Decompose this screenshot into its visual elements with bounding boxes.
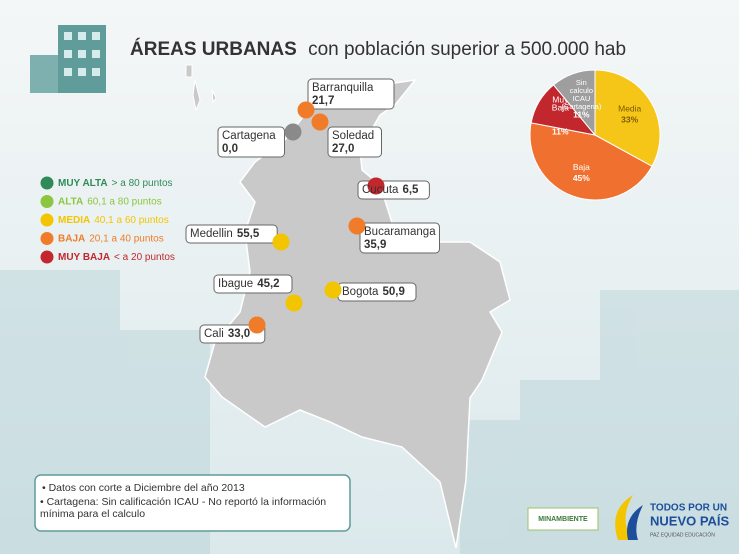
city-name: Cucuta xyxy=(362,184,399,196)
pie-value-label: 11% xyxy=(573,109,590,119)
legend-range: 60,1 a 80 puntos xyxy=(87,196,162,207)
city-point xyxy=(285,294,303,312)
city-label: Ibague 45,2 xyxy=(218,278,280,290)
pie-value-label: 33% xyxy=(621,115,638,125)
legend-range: 20,1 a 40 puntos xyxy=(89,233,164,244)
city-name: Bogota xyxy=(342,286,379,298)
notes-box xyxy=(34,474,351,532)
city-value: 0,0 xyxy=(222,143,238,155)
pie-label: Sin calculo ICAU (Cartagena) xyxy=(561,78,602,111)
title-rest: con población superior a 500.000 hab xyxy=(308,39,626,60)
legend-label: ALTA xyxy=(58,196,83,207)
legend-entry: ALTA 60,1 a 80 puntos xyxy=(58,196,162,207)
pie-value-label: 11% xyxy=(552,127,569,137)
pie-label-line: (Cartagena) xyxy=(561,102,602,111)
city-name: Soledad xyxy=(332,130,374,142)
city-label-box xyxy=(217,126,285,158)
legend-swatch xyxy=(40,176,54,190)
pie-label-line: Muy xyxy=(552,95,569,105)
legend-swatch xyxy=(40,250,54,264)
city-label: Bogota 50,9 xyxy=(342,286,405,298)
legend-entry: MUY BAJA < a 20 puntos xyxy=(58,252,175,263)
city-name: Ibague xyxy=(218,278,253,290)
flag-logo xyxy=(615,495,633,540)
city-point xyxy=(297,101,315,119)
legend-label: BAJA xyxy=(58,233,85,244)
ministry-logo xyxy=(527,507,599,531)
city-label: Cali 33,0 xyxy=(204,328,250,340)
city-point xyxy=(324,281,342,299)
pie-slice xyxy=(552,69,596,137)
legend-swatch xyxy=(40,195,54,208)
city-label-box xyxy=(199,324,266,344)
slogan: PAZ EQUIDAD EDUCACIÓN xyxy=(650,531,715,538)
pie-value-label: 45% xyxy=(573,173,590,183)
city-point xyxy=(272,233,290,251)
city-value: 55,5 xyxy=(237,228,260,240)
pie-label-line: Baja xyxy=(552,103,569,113)
city-value: 33,0 xyxy=(228,328,250,340)
pie-label-line: ICAU xyxy=(572,94,590,103)
city-name: Cartagena xyxy=(222,130,276,142)
colombia-map xyxy=(204,78,511,549)
note-text: Datos con corte a Diciembre del año 2013 xyxy=(49,482,245,494)
legend-entry: BAJA 20,1 a 40 puntos xyxy=(58,233,164,244)
pie-slice xyxy=(594,69,661,167)
legend-entry: MEDIA 40,1 a 60 puntos xyxy=(58,215,169,226)
note: • Datos con corte a Diciembre del año 20… xyxy=(42,482,245,494)
city-point xyxy=(311,113,329,131)
city-value: 27,0 xyxy=(332,143,354,155)
legend-swatch xyxy=(40,232,54,245)
note-2-container: • Cartagena: Sin calificación ICAU - No … xyxy=(40,496,327,520)
city-value: 45,2 xyxy=(257,278,279,290)
legend-entry: MUY ALTA > a 80 puntos xyxy=(58,178,173,189)
city-label-box xyxy=(213,274,293,294)
legend-label: MUY BAJA xyxy=(58,252,110,263)
city-point xyxy=(284,123,302,141)
flag-logo xyxy=(627,505,643,540)
city-point xyxy=(248,316,266,334)
title-bold: ÁREAS URBANAS xyxy=(130,38,297,60)
pie-label: Baja xyxy=(573,162,590,172)
city-name: Medellin xyxy=(190,228,233,240)
city-label-box xyxy=(185,224,278,244)
slogan: TODOS POR UN xyxy=(650,503,727,514)
legend-range: > a 80 puntos xyxy=(112,178,173,189)
slogan: NUEVO PAÍS xyxy=(650,513,730,528)
city-name: Barranquilla xyxy=(312,82,374,94)
city-name: Bucaramanga xyxy=(364,226,436,238)
pie-slice xyxy=(529,122,653,201)
note-text: Cartagena: Sin calificación ICAU - No re… xyxy=(40,496,327,520)
legend-label: MEDIA xyxy=(58,215,90,226)
city-label: Cucuta 6,5 xyxy=(362,184,419,196)
legend-label: MUY ALTA xyxy=(58,178,108,189)
legend-swatch xyxy=(40,213,54,227)
city-label-box xyxy=(307,78,395,110)
city-point xyxy=(367,177,385,195)
legend-range: < a 20 puntos xyxy=(114,252,175,263)
pie-label: Media xyxy=(618,104,641,114)
city-value: 50,9 xyxy=(382,286,404,298)
pie-label-line: calculo xyxy=(570,86,593,95)
city-point xyxy=(348,217,366,235)
city-value: 35,9 xyxy=(364,239,386,251)
city-name: Cali xyxy=(204,328,224,340)
legend-range: 40,1 a 60 puntos xyxy=(94,215,169,226)
city-value: 6,5 xyxy=(402,184,419,196)
ministry-text: MINAMBIENTE xyxy=(538,516,588,523)
note-2: • Cartagena: Sin calificación ICAU - No … xyxy=(40,496,327,520)
pie-label: Muy Baja xyxy=(552,95,569,113)
islands xyxy=(185,64,217,112)
building-icon xyxy=(30,25,106,93)
city-label-box xyxy=(327,126,382,158)
city-label-box xyxy=(359,222,440,254)
pie-label-line: Sin xyxy=(576,78,587,87)
title: ÁREAS URBANAS con población superior a 5… xyxy=(130,38,626,60)
city-label: Medellin 55,5 xyxy=(190,228,260,240)
city-value: 21,7 xyxy=(312,95,334,107)
